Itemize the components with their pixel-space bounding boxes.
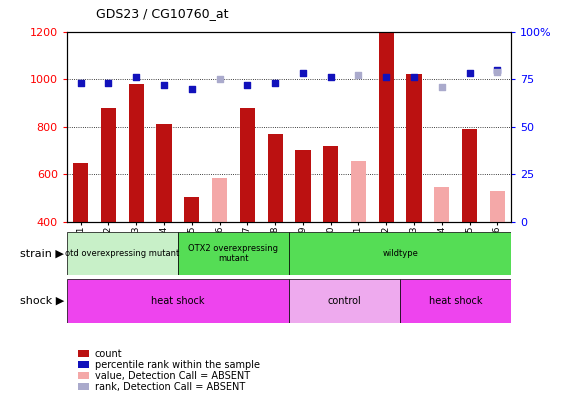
Bar	[67, 232, 178, 275]
Bar	[462, 129, 477, 222]
Text: count: count	[95, 349, 123, 359]
Bar	[101, 108, 116, 222]
Text: strain ▶: strain ▶	[20, 248, 64, 259]
Point	[215, 76, 224, 82]
Point	[493, 67, 502, 73]
Bar	[240, 108, 255, 222]
Bar	[490, 191, 505, 222]
Point	[465, 70, 474, 77]
Bar	[407, 74, 422, 222]
Bar	[184, 197, 199, 222]
Point	[326, 74, 335, 80]
Point	[271, 80, 280, 86]
Text: heat shock: heat shock	[429, 296, 482, 306]
Text: OTX2 overexpressing
mutant: OTX2 overexpressing mutant	[188, 244, 278, 263]
Point	[104, 80, 113, 86]
Point	[493, 69, 502, 75]
Bar	[289, 279, 400, 323]
Bar	[73, 163, 88, 222]
Point	[354, 72, 363, 78]
Bar	[289, 232, 511, 275]
Point	[76, 80, 85, 86]
Text: control: control	[328, 296, 361, 306]
Point	[382, 74, 391, 80]
Point	[243, 82, 252, 88]
Bar	[156, 124, 171, 222]
Bar	[212, 178, 227, 222]
Point	[132, 74, 141, 80]
Point	[187, 86, 196, 92]
Text: otd overexpressing mutant: otd overexpressing mutant	[65, 249, 180, 258]
Bar	[295, 150, 311, 222]
Point	[437, 84, 446, 90]
Text: value, Detection Call = ABSENT: value, Detection Call = ABSENT	[95, 371, 250, 381]
Text: wildtype: wildtype	[382, 249, 418, 258]
Bar	[400, 279, 511, 323]
Bar	[178, 232, 289, 275]
Point	[298, 70, 307, 77]
Bar	[434, 187, 450, 222]
Text: shock ▶: shock ▶	[20, 296, 64, 306]
Point	[159, 82, 168, 88]
Text: heat shock: heat shock	[151, 296, 205, 306]
Bar	[323, 146, 338, 222]
Bar	[379, 32, 394, 222]
Point	[410, 74, 419, 80]
Bar	[267, 134, 283, 222]
Text: rank, Detection Call = ABSENT: rank, Detection Call = ABSENT	[95, 382, 245, 392]
Bar	[128, 84, 144, 222]
Bar	[351, 161, 366, 222]
Text: GDS23 / CG10760_at: GDS23 / CG10760_at	[96, 7, 228, 20]
Bar	[67, 279, 289, 323]
Text: percentile rank within the sample: percentile rank within the sample	[95, 360, 260, 370]
